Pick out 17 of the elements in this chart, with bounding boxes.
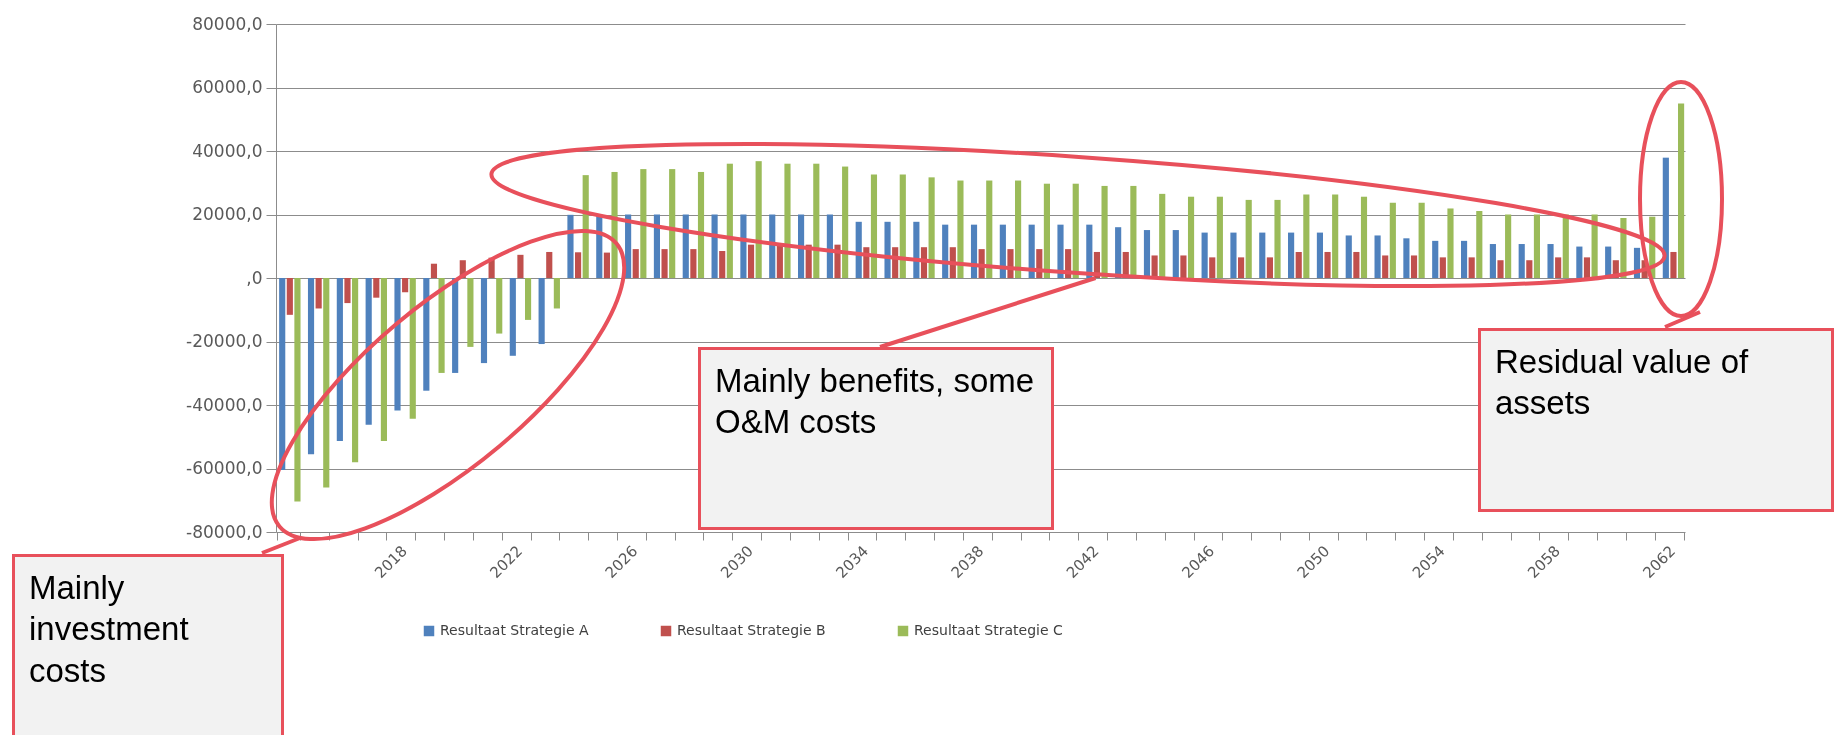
annotation: Residual value of assets xyxy=(1495,343,1749,422)
legend-label: Resultaat Strategie C xyxy=(914,622,1064,638)
annotation: Mainly benefits, some O&M costs xyxy=(715,362,1035,441)
y-tick-label: 80000,0 xyxy=(192,13,263,34)
y-tick-label: -40000,0 xyxy=(186,394,263,415)
legend-label: Resultaat Strategie A xyxy=(440,622,590,638)
callout-box: Mainly benefits, some O&M costs xyxy=(698,347,1054,530)
y-tick-label: 40000,0 xyxy=(192,140,263,161)
y-tick-label: -80000,0 xyxy=(186,521,263,542)
y-tick-label: -20000,0 xyxy=(186,331,263,351)
y-tick-label: -60000,0 xyxy=(186,458,263,478)
callout-box: Residual value of assets xyxy=(1478,328,1834,512)
y-tick-label: 60000,0 xyxy=(192,77,263,97)
y-tick-label: 20000,0 xyxy=(192,204,263,224)
y-tick-label: ,0 xyxy=(246,267,263,288)
legend-label: Resultaat Strategie B xyxy=(677,622,826,638)
callout-box: Mainly investment costs xyxy=(12,554,284,735)
